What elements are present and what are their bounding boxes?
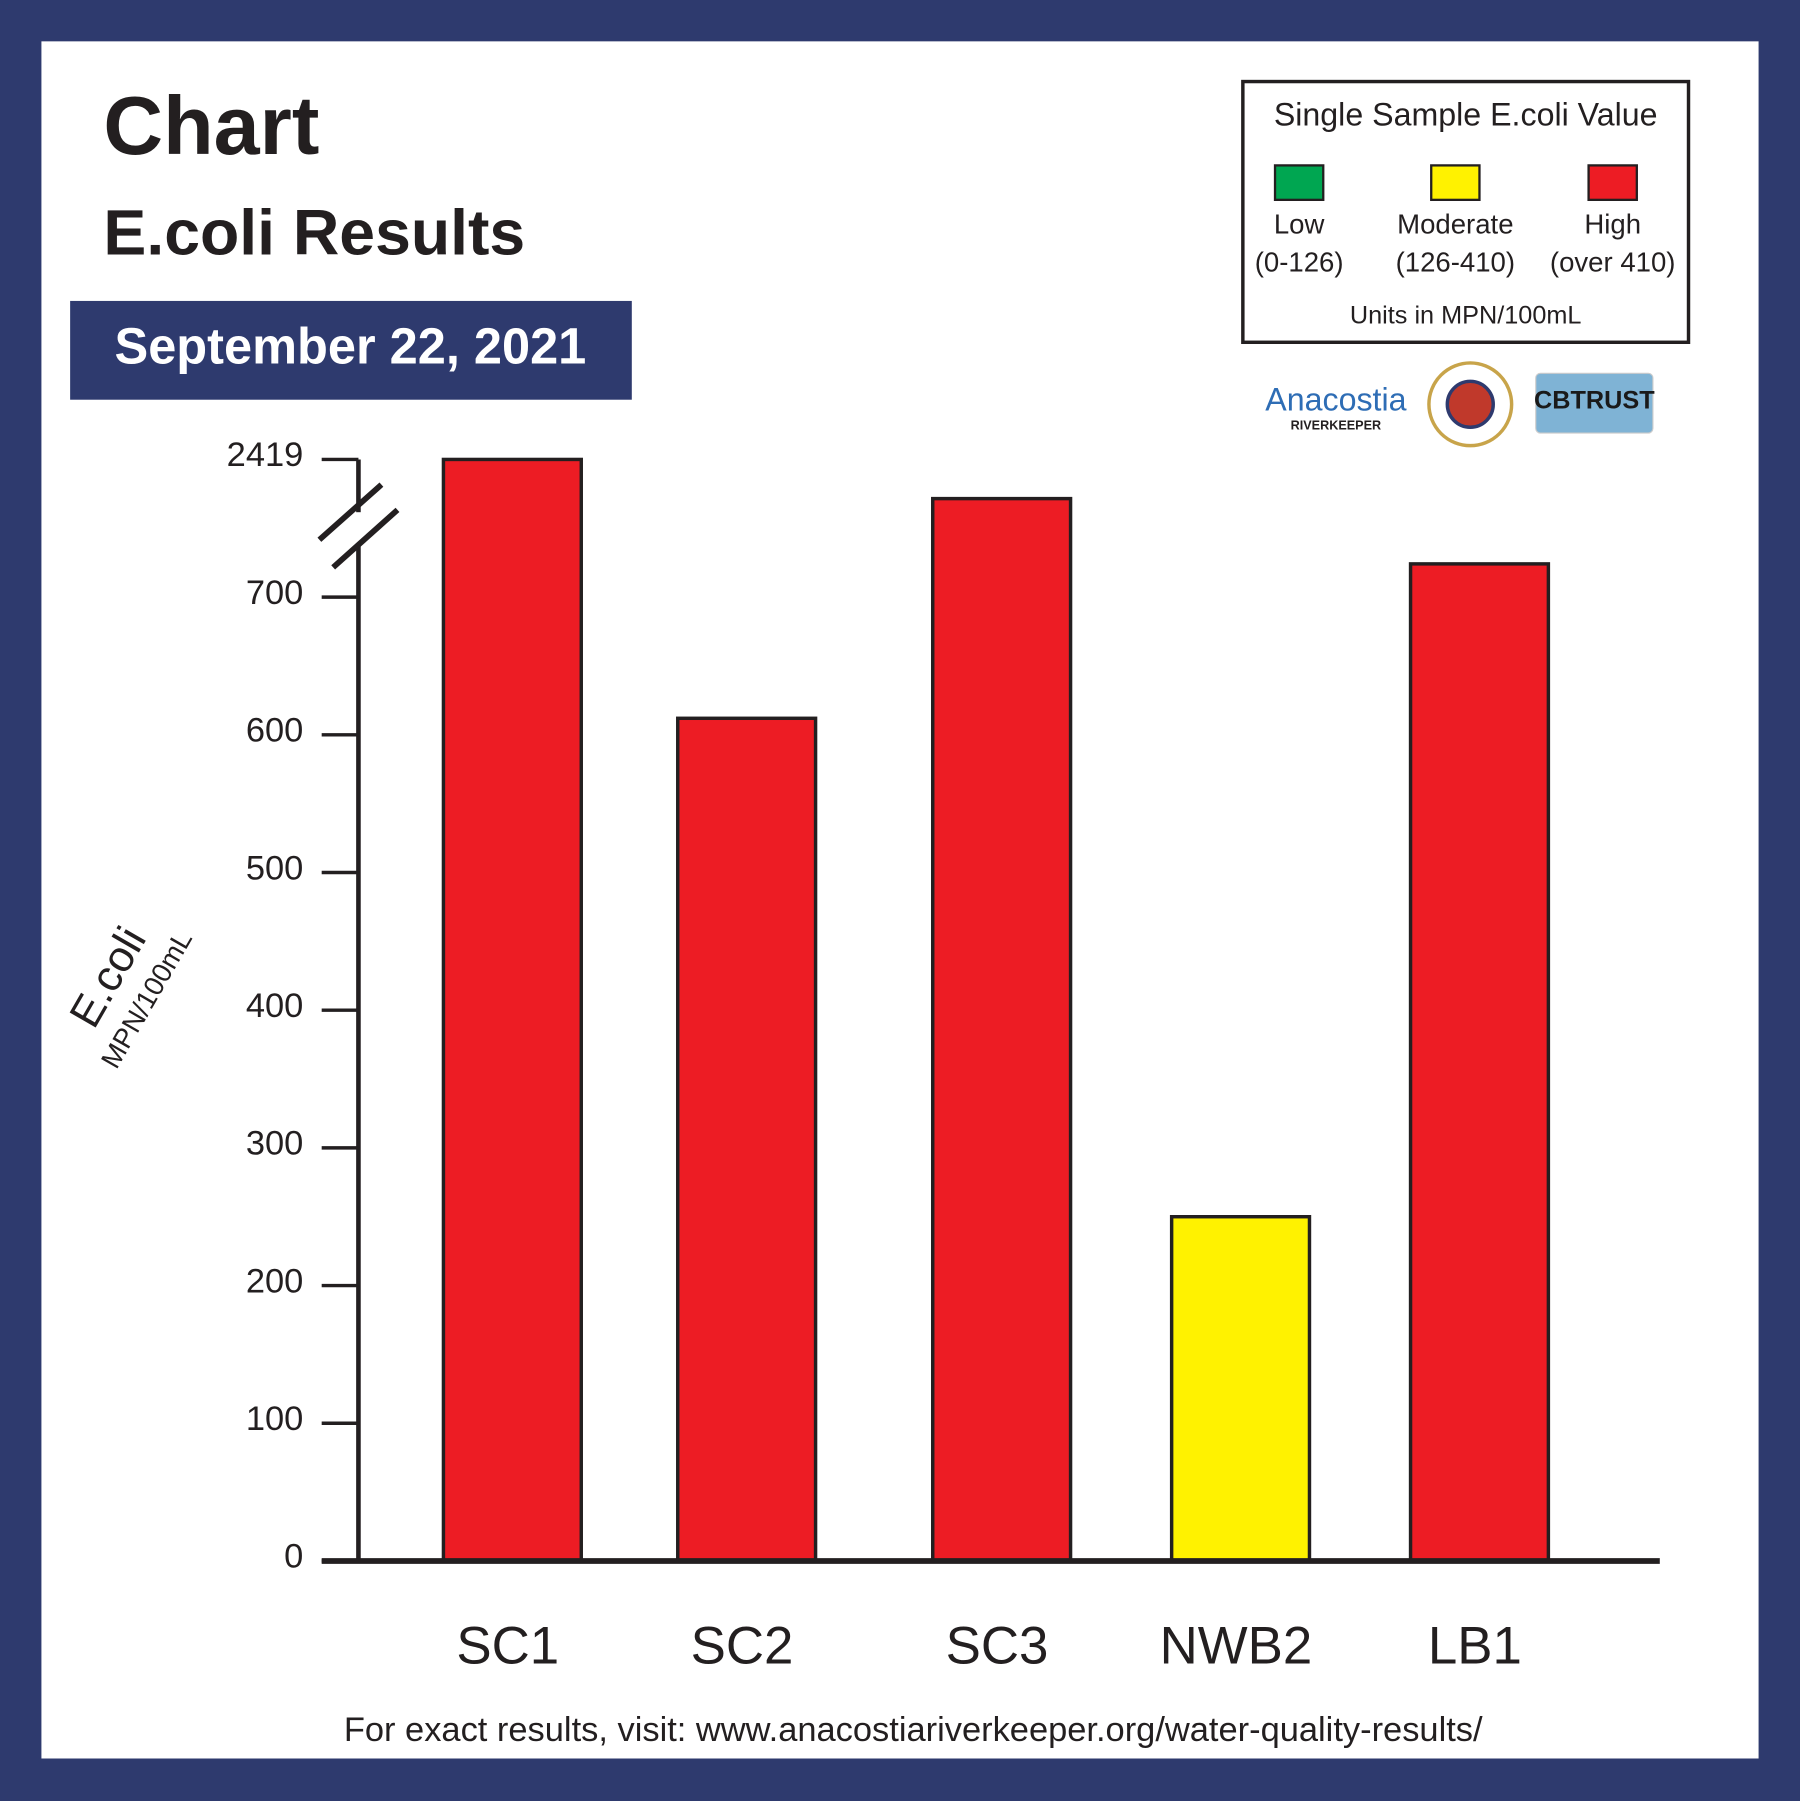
legend-label: Moderate — [1397, 209, 1513, 240]
y-tick-label: 200 — [246, 1262, 303, 1300]
legend-units: Units in MPN/100mL — [1350, 302, 1582, 330]
legend-swatch — [1587, 164, 1638, 202]
axis-break — [331, 507, 400, 570]
x-tick-label: SC3 — [946, 1616, 1049, 1675]
x-tick-label: LB1 — [1428, 1616, 1522, 1675]
date: September 22, 2021 — [115, 318, 587, 375]
legend-swatch — [1273, 164, 1325, 202]
logo-text: Anacostia — [1265, 382, 1406, 418]
legend-range: (126-410) — [1396, 246, 1515, 277]
y-tick-label: 400 — [246, 987, 303, 1025]
legend-title: Single Sample E.coli Value — [1274, 97, 1658, 133]
y-tick-label: 0 — [284, 1538, 303, 1576]
x-tick-label: SC1 — [456, 1616, 559, 1675]
bar — [441, 457, 583, 1563]
bar — [1408, 562, 1551, 1563]
x-tick-label: SC2 — [691, 1616, 794, 1675]
bar — [1169, 1215, 1312, 1563]
y-tick-label: 700 — [246, 574, 303, 612]
legend-label: High — [1584, 209, 1641, 240]
legend-range: (over 410) — [1550, 246, 1676, 277]
axis-break — [317, 482, 384, 542]
y-tick-label: 2419 — [227, 436, 304, 474]
logo-text: CBTRUST — [1534, 387, 1655, 415]
logo-text: RIVERKEEPER — [1291, 418, 1382, 432]
logo-plate — [1535, 372, 1654, 434]
legend-label: Low — [1274, 209, 1325, 240]
y-tick-label: 300 — [246, 1125, 303, 1163]
footer: For exact results, visit: www.anacostiar… — [344, 1711, 1483, 1749]
legend-swatch — [1430, 164, 1481, 202]
y-tick-label: 600 — [246, 712, 303, 750]
date-box — [70, 300, 632, 400]
bar — [676, 716, 818, 1563]
bar — [931, 496, 1073, 1563]
y-tick-label: 500 — [246, 849, 303, 887]
axis-break-gap — [351, 512, 366, 545]
legend-range: (0-126) — [1255, 246, 1344, 277]
subtitle: E.coli Results — [103, 197, 525, 269]
x-tick-label: NWB2 — [1160, 1616, 1313, 1675]
legend-box — [1241, 79, 1691, 345]
logo-seal — [1445, 379, 1495, 430]
title: Chart — [103, 79, 319, 172]
y-tick-label: 100 — [246, 1400, 303, 1438]
